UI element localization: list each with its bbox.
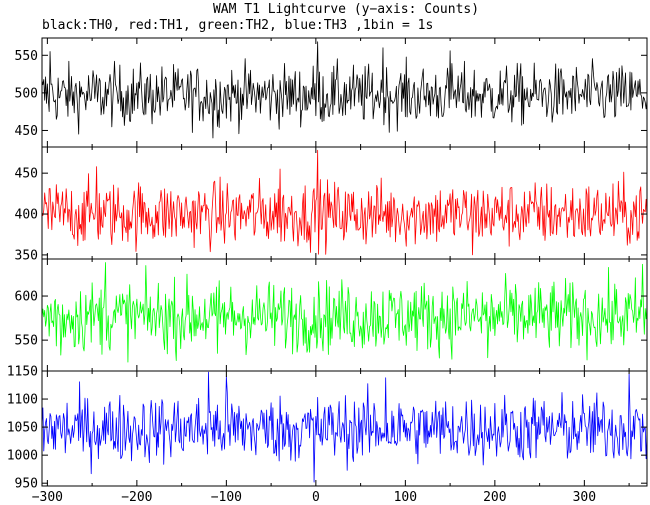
series-th0-line xyxy=(42,41,647,139)
x-tick-label: −200 xyxy=(121,490,152,505)
y-tick-label: 1100 xyxy=(7,393,38,408)
y-tick-label: 1150 xyxy=(7,365,38,380)
chart-title: WAM T1 Lightcurve (y−axis: Counts) xyxy=(213,2,479,17)
series-th3-line xyxy=(42,371,647,483)
y-tick-label: 950 xyxy=(15,477,38,492)
y-tick-label: 550 xyxy=(15,334,38,349)
y-tick-label: 1050 xyxy=(7,421,38,436)
x-tick-label: 300 xyxy=(573,490,596,505)
y-tick-label: 450 xyxy=(15,124,38,139)
y-tick-label: 500 xyxy=(15,86,38,101)
panel-frame xyxy=(41,146,648,260)
x-tick-label: 200 xyxy=(483,490,506,505)
x-tick-label: −300 xyxy=(32,490,63,505)
x-tick-label: −100 xyxy=(211,490,242,505)
y-tick-label: 600 xyxy=(15,290,38,305)
panel-th2: 550 600 xyxy=(15,258,648,372)
y-tick-label: 550 xyxy=(15,49,38,64)
y-tick-label: 400 xyxy=(15,208,38,223)
series-th1-line xyxy=(42,149,647,256)
panel-th1: 350 400 450 xyxy=(15,146,648,263)
x-tick-label: 0 xyxy=(312,490,320,505)
panel-th0: 450 500 550 xyxy=(15,37,648,148)
y-tick-label: 350 xyxy=(15,248,38,263)
panel-frame xyxy=(41,370,648,487)
y-tick-label: 1000 xyxy=(7,449,38,464)
series-th2-line xyxy=(42,262,647,363)
chart-subtitle: black:TH0, red:TH1, green:TH2, blue:TH3 … xyxy=(42,18,433,33)
x-tick-label: 100 xyxy=(394,490,417,505)
panels-group: 4505005503504004505506009501000105011001… xyxy=(7,37,648,505)
panel-th3: 950 1000 1050 1100 1150 xyxy=(7,365,648,492)
y-tick-label: 450 xyxy=(15,167,38,182)
